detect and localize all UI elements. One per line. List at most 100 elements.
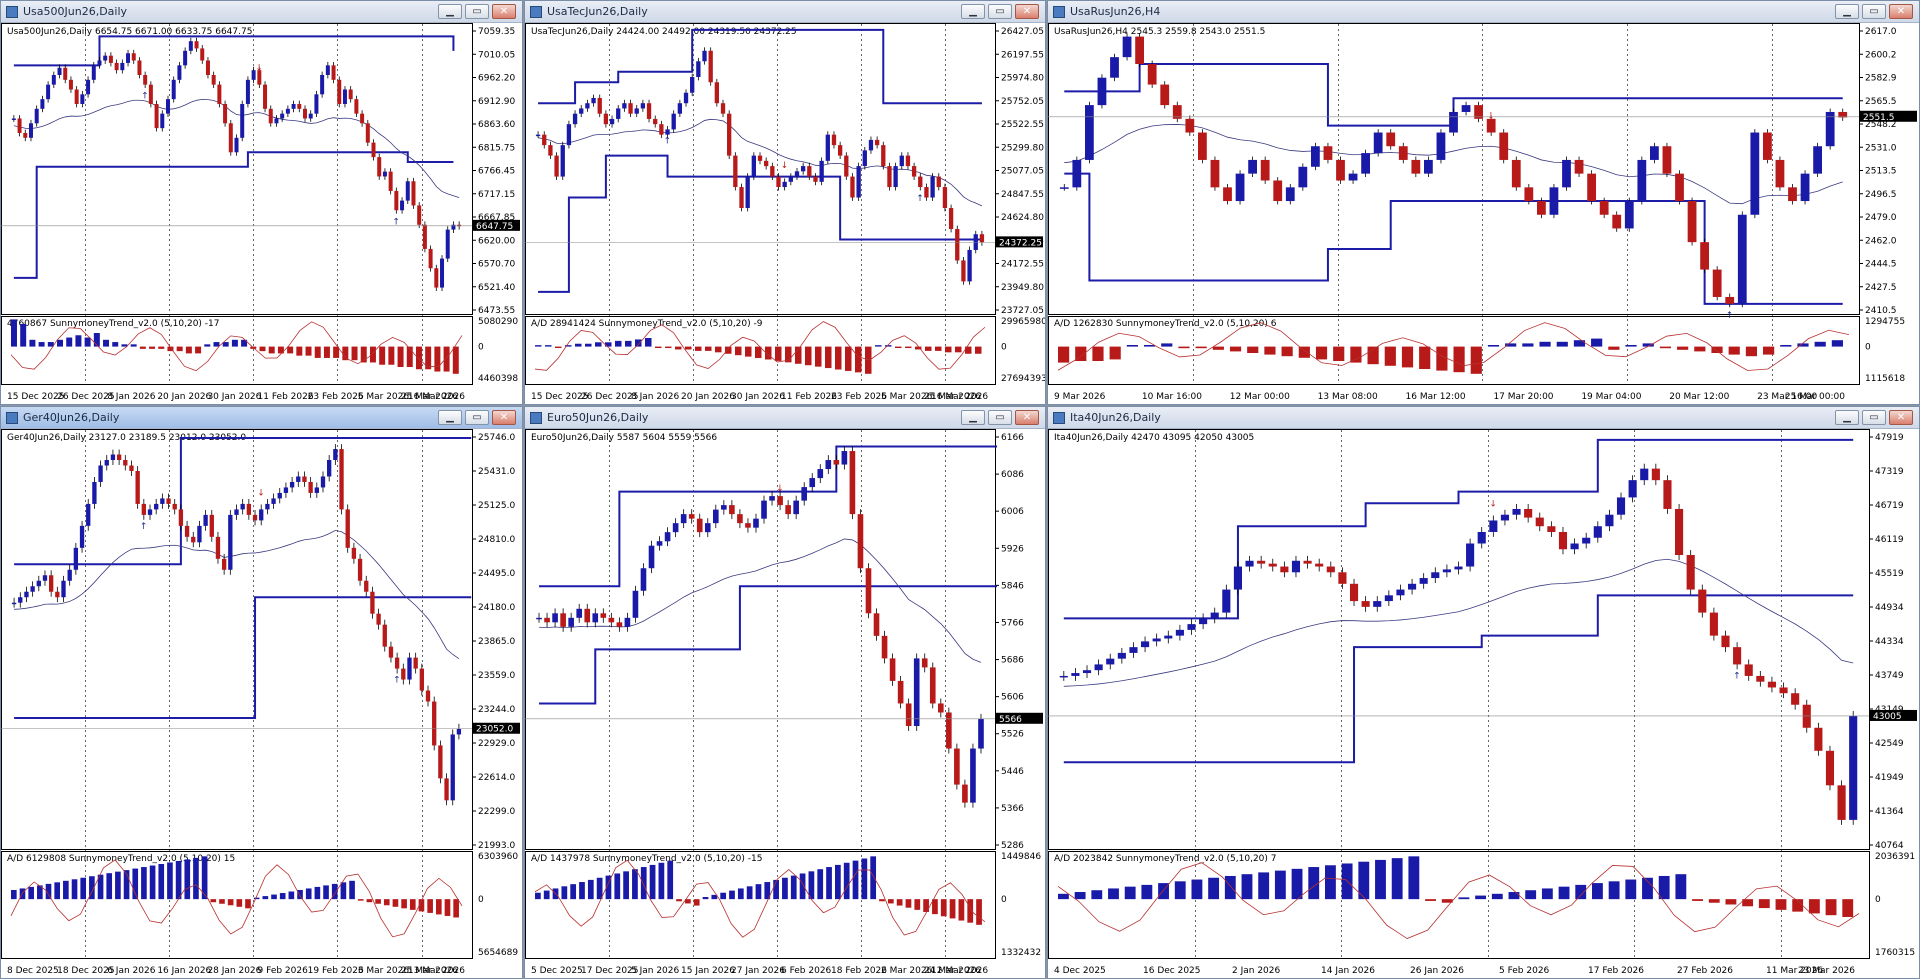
candle: [809, 473, 816, 493]
candle: [591, 94, 596, 107]
candle: [308, 477, 313, 498]
close-button[interactable]: ✕: [1015, 4, 1039, 19]
indicator-panel: [1, 851, 473, 959]
indicator-tick-label: 1332432: [1001, 948, 1041, 958]
candle: [370, 586, 375, 619]
ad-histogram-bar: [1281, 346, 1293, 357]
minimize-button[interactable]: ▁: [961, 410, 985, 425]
ad-histogram-bar: [1126, 345, 1138, 347]
candle: [314, 90, 319, 118]
ad-histogram-bar: [210, 899, 217, 903]
price-tick-label: 41949: [1875, 773, 1904, 783]
chart-window-usa500[interactable]: Usa500Jun26,Daily ▁ ▭ ✕ 7059.35 7010.05 6962.2…: [0, 0, 523, 405]
candle: [1477, 527, 1486, 549]
window-titlebar[interactable]: Ger40Jun26,Daily ▁ ▭ ✕: [1, 407, 522, 429]
minimize-button[interactable]: ▁: [438, 410, 462, 425]
candle: [376, 608, 381, 630]
chart-window-ger40[interactable]: Ger40Jun26,Daily ▁ ▭ ✕ 25746.0 25431.0 25125.0…: [0, 406, 523, 979]
candle: [351, 542, 357, 564]
candle: [955, 225, 960, 264]
symbol-info: Ger40Jun26,Daily 23127.0 23189.5 23012.0…: [7, 433, 246, 443]
close-button[interactable]: ✕: [1015, 410, 1039, 425]
chart-area[interactable]: 2617.0 2600.2 2582.9 2565.5 2548.2 2531.0 2513…: [1048, 23, 1919, 404]
ad-histogram-bar: [895, 346, 902, 349]
maximize-button[interactable]: ▭: [1862, 4, 1886, 19]
candle: [608, 612, 615, 628]
minimize-button[interactable]: ▁: [438, 4, 462, 19]
candle: [646, 99, 652, 123]
price-tick-label: 25299.80: [1001, 143, 1044, 153]
ad-histogram-bar: [665, 346, 672, 349]
maximize-button[interactable]: ▭: [465, 4, 489, 19]
price-tick-label: 6815.75: [478, 143, 515, 153]
candle: [721, 500, 727, 515]
candle: [1547, 521, 1556, 537]
signal-arrow-up-icon: ↑: [393, 676, 401, 686]
window-titlebar[interactable]: UsaRusJun26,H4 ▁ ▭ ✕: [1048, 1, 1919, 23]
ad-histogram-bar: [84, 337, 91, 347]
ad-line: [534, 859, 986, 938]
candle: [178, 504, 184, 531]
candle: [1059, 183, 1069, 191]
price-tick-label: 6863.60: [478, 120, 515, 130]
candle: [63, 64, 68, 84]
chart-area[interactable]: 26427.05 26197.55 25974.80 25752.05 25522.55…: [525, 23, 1045, 404]
ad-histogram-bar: [1375, 859, 1386, 900]
window-titlebar[interactable]: Ita40Jun26,Daily ▁ ▭ ✕: [1048, 407, 1919, 429]
candle: [171, 76, 176, 103]
close-button[interactable]: ✕: [492, 4, 516, 19]
minimize-button[interactable]: ▁: [1835, 410, 1859, 425]
indicator-tick-label: 0: [1865, 343, 1871, 353]
window-titlebar[interactable]: Usa500Jun26,Daily ▁ ▭ ✕: [1, 1, 522, 23]
ad-histogram-bar: [435, 899, 442, 915]
chart-area[interactable]: 25746.0 25431.0 25125.0 24810.0 24495.0 24180…: [1, 429, 522, 978]
chart-area[interactable]: 47919 47319 46719 46119 45519 44934 44334 43749…: [1048, 429, 1919, 978]
date-tick-label: 23 Feb 2026: [308, 392, 364, 402]
candle: [672, 518, 679, 538]
close-button[interactable]: ✕: [1889, 410, 1913, 425]
candle: [1593, 521, 1602, 543]
chart-area[interactable]: 7059.35 7010.05 6962.20 6912.90 6863.60 6815.…: [1, 23, 522, 404]
date-tick-label: 14 Jan 2026: [1321, 966, 1375, 976]
ad-histogram-bar: [695, 346, 702, 351]
candle: [394, 652, 400, 674]
ad-histogram-bar: [288, 891, 295, 900]
indicator-panel: [1048, 851, 1870, 959]
close-button[interactable]: ✕: [1889, 4, 1913, 19]
price-tick-label: 42549: [1875, 739, 1904, 749]
candle: [333, 444, 338, 465]
maximize-button[interactable]: ▭: [988, 4, 1012, 19]
minimize-button[interactable]: ▁: [961, 4, 985, 19]
chart-window-usatec[interactable]: UsaTecJun26,Daily ▁ ▭ ✕ 26427.05 26197.55 2597…: [524, 0, 1046, 405]
ad-histogram-bar: [262, 896, 269, 900]
chart-window-ita40[interactable]: Ita40Jun26,Daily ▁ ▭ ✕ 47919 47319 46719 46119 4…: [1047, 406, 1920, 979]
candle: [327, 455, 332, 482]
ad-histogram-bar: [1091, 890, 1103, 900]
current-price-label: 24372.25: [999, 238, 1042, 248]
ad-histogram-bar: [1491, 893, 1503, 900]
candle: [967, 246, 972, 285]
ad-histogram-bar: [949, 899, 956, 919]
chart-window-euro50[interactable]: Euro50Jun26,Daily ▁ ▭ ✕ 6166 6086 6006 5926 5846…: [524, 406, 1046, 979]
chart-window-usarus[interactable]: UsaRusJun26,H4 ▁ ▭ ✕ 2617.0 2600.2 2582.9 2565.…: [1047, 0, 1920, 405]
window-titlebar[interactable]: UsaTecJun26,Daily ▁ ▭ ✕: [525, 1, 1045, 23]
indicator-tick-label: 5080290: [478, 317, 518, 327]
date-tick-label: 11 Feb 2026: [781, 392, 837, 402]
candle: [905, 698, 912, 731]
close-button[interactable]: ✕: [492, 410, 516, 425]
candle: [126, 49, 131, 67]
candle: [622, 99, 627, 112]
signal-arrow-down-icon: ↓: [255, 64, 263, 74]
minimize-button[interactable]: ▁: [1835, 4, 1859, 19]
ad-histogram-bar: [720, 892, 727, 900]
chart-area[interactable]: 6166 6086 6006 5926 5846 5766 5686 5606 5526 5446…: [525, 429, 1045, 978]
candle: [850, 173, 855, 201]
ad-histogram-bar: [887, 899, 894, 904]
maximize-button[interactable]: ▭: [1862, 410, 1886, 425]
date-tick-label: 8 Jan 2026: [631, 392, 679, 402]
window-titlebar[interactable]: Euro50Jun26,Daily ▁ ▭ ✕: [525, 407, 1045, 429]
maximize-button[interactable]: ▭: [988, 410, 1012, 425]
candle: [1500, 509, 1509, 526]
indicator-panel: [525, 316, 996, 385]
maximize-button[interactable]: ▭: [465, 410, 489, 425]
